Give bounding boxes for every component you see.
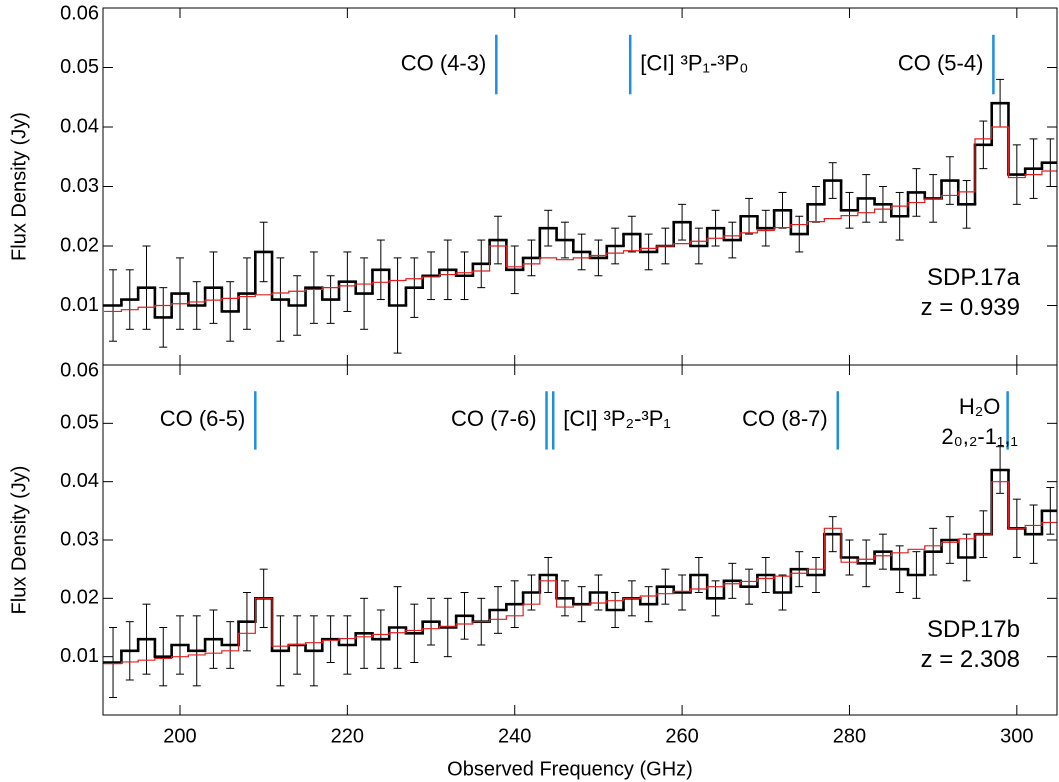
- y-tick-label: 0.01: [60, 645, 99, 667]
- y-tick-label: 0.06: [60, 2, 99, 24]
- line-label: [CI] ³P₂-³P₁: [563, 406, 671, 431]
- x-tick-label: 200: [163, 725, 196, 747]
- line-label: H₂O: [959, 394, 1001, 419]
- y-tick-label: 0.04: [60, 115, 99, 137]
- plot-area: [103, 78, 1057, 354]
- x-tick-label: 240: [498, 725, 531, 747]
- y-tick-label: 0.03: [60, 175, 99, 197]
- x-tick-label: 280: [833, 725, 866, 747]
- y-tick-label: 0.01: [60, 294, 99, 316]
- x-tick-label: 220: [331, 725, 364, 747]
- line-label: CO (6-5): [160, 406, 246, 431]
- panel-label: z = 2.308: [921, 646, 1020, 673]
- line-label: CO (8-7): [742, 406, 828, 431]
- y-tick-label: 0.03: [60, 528, 99, 550]
- line-label: CO (5-4): [898, 50, 984, 75]
- panel-label: z = 0.939: [921, 294, 1020, 321]
- x-tick-label: 300: [1000, 725, 1033, 747]
- x-axis-label: Observed Frequency (GHz): [447, 758, 693, 780]
- y-tick-label: 0.05: [60, 56, 99, 78]
- line-label: 2₀,₂-1₁,₁: [941, 424, 1018, 449]
- y-tick-label: 0.02: [60, 587, 99, 609]
- y-axis-label: Flux Density (Jy): [8, 466, 30, 615]
- y-tick-label: 0.05: [60, 412, 99, 434]
- panel-label: SDP.17b: [927, 616, 1020, 643]
- y-tick-label: 0.06: [60, 359, 99, 381]
- y-axis-label: Flux Density (Jy): [8, 112, 30, 261]
- panel-label: SDP.17a: [927, 264, 1021, 291]
- line-label: CO (4-3): [401, 50, 487, 75]
- plot-area: [103, 446, 1057, 698]
- y-tick-label: 0.02: [60, 234, 99, 256]
- line-label: CO (7-6): [451, 406, 537, 431]
- line-label: [CI] ³P₁-³P₀: [640, 50, 748, 75]
- y-tick-label: 0.04: [60, 470, 99, 492]
- x-tick-label: 260: [665, 725, 698, 747]
